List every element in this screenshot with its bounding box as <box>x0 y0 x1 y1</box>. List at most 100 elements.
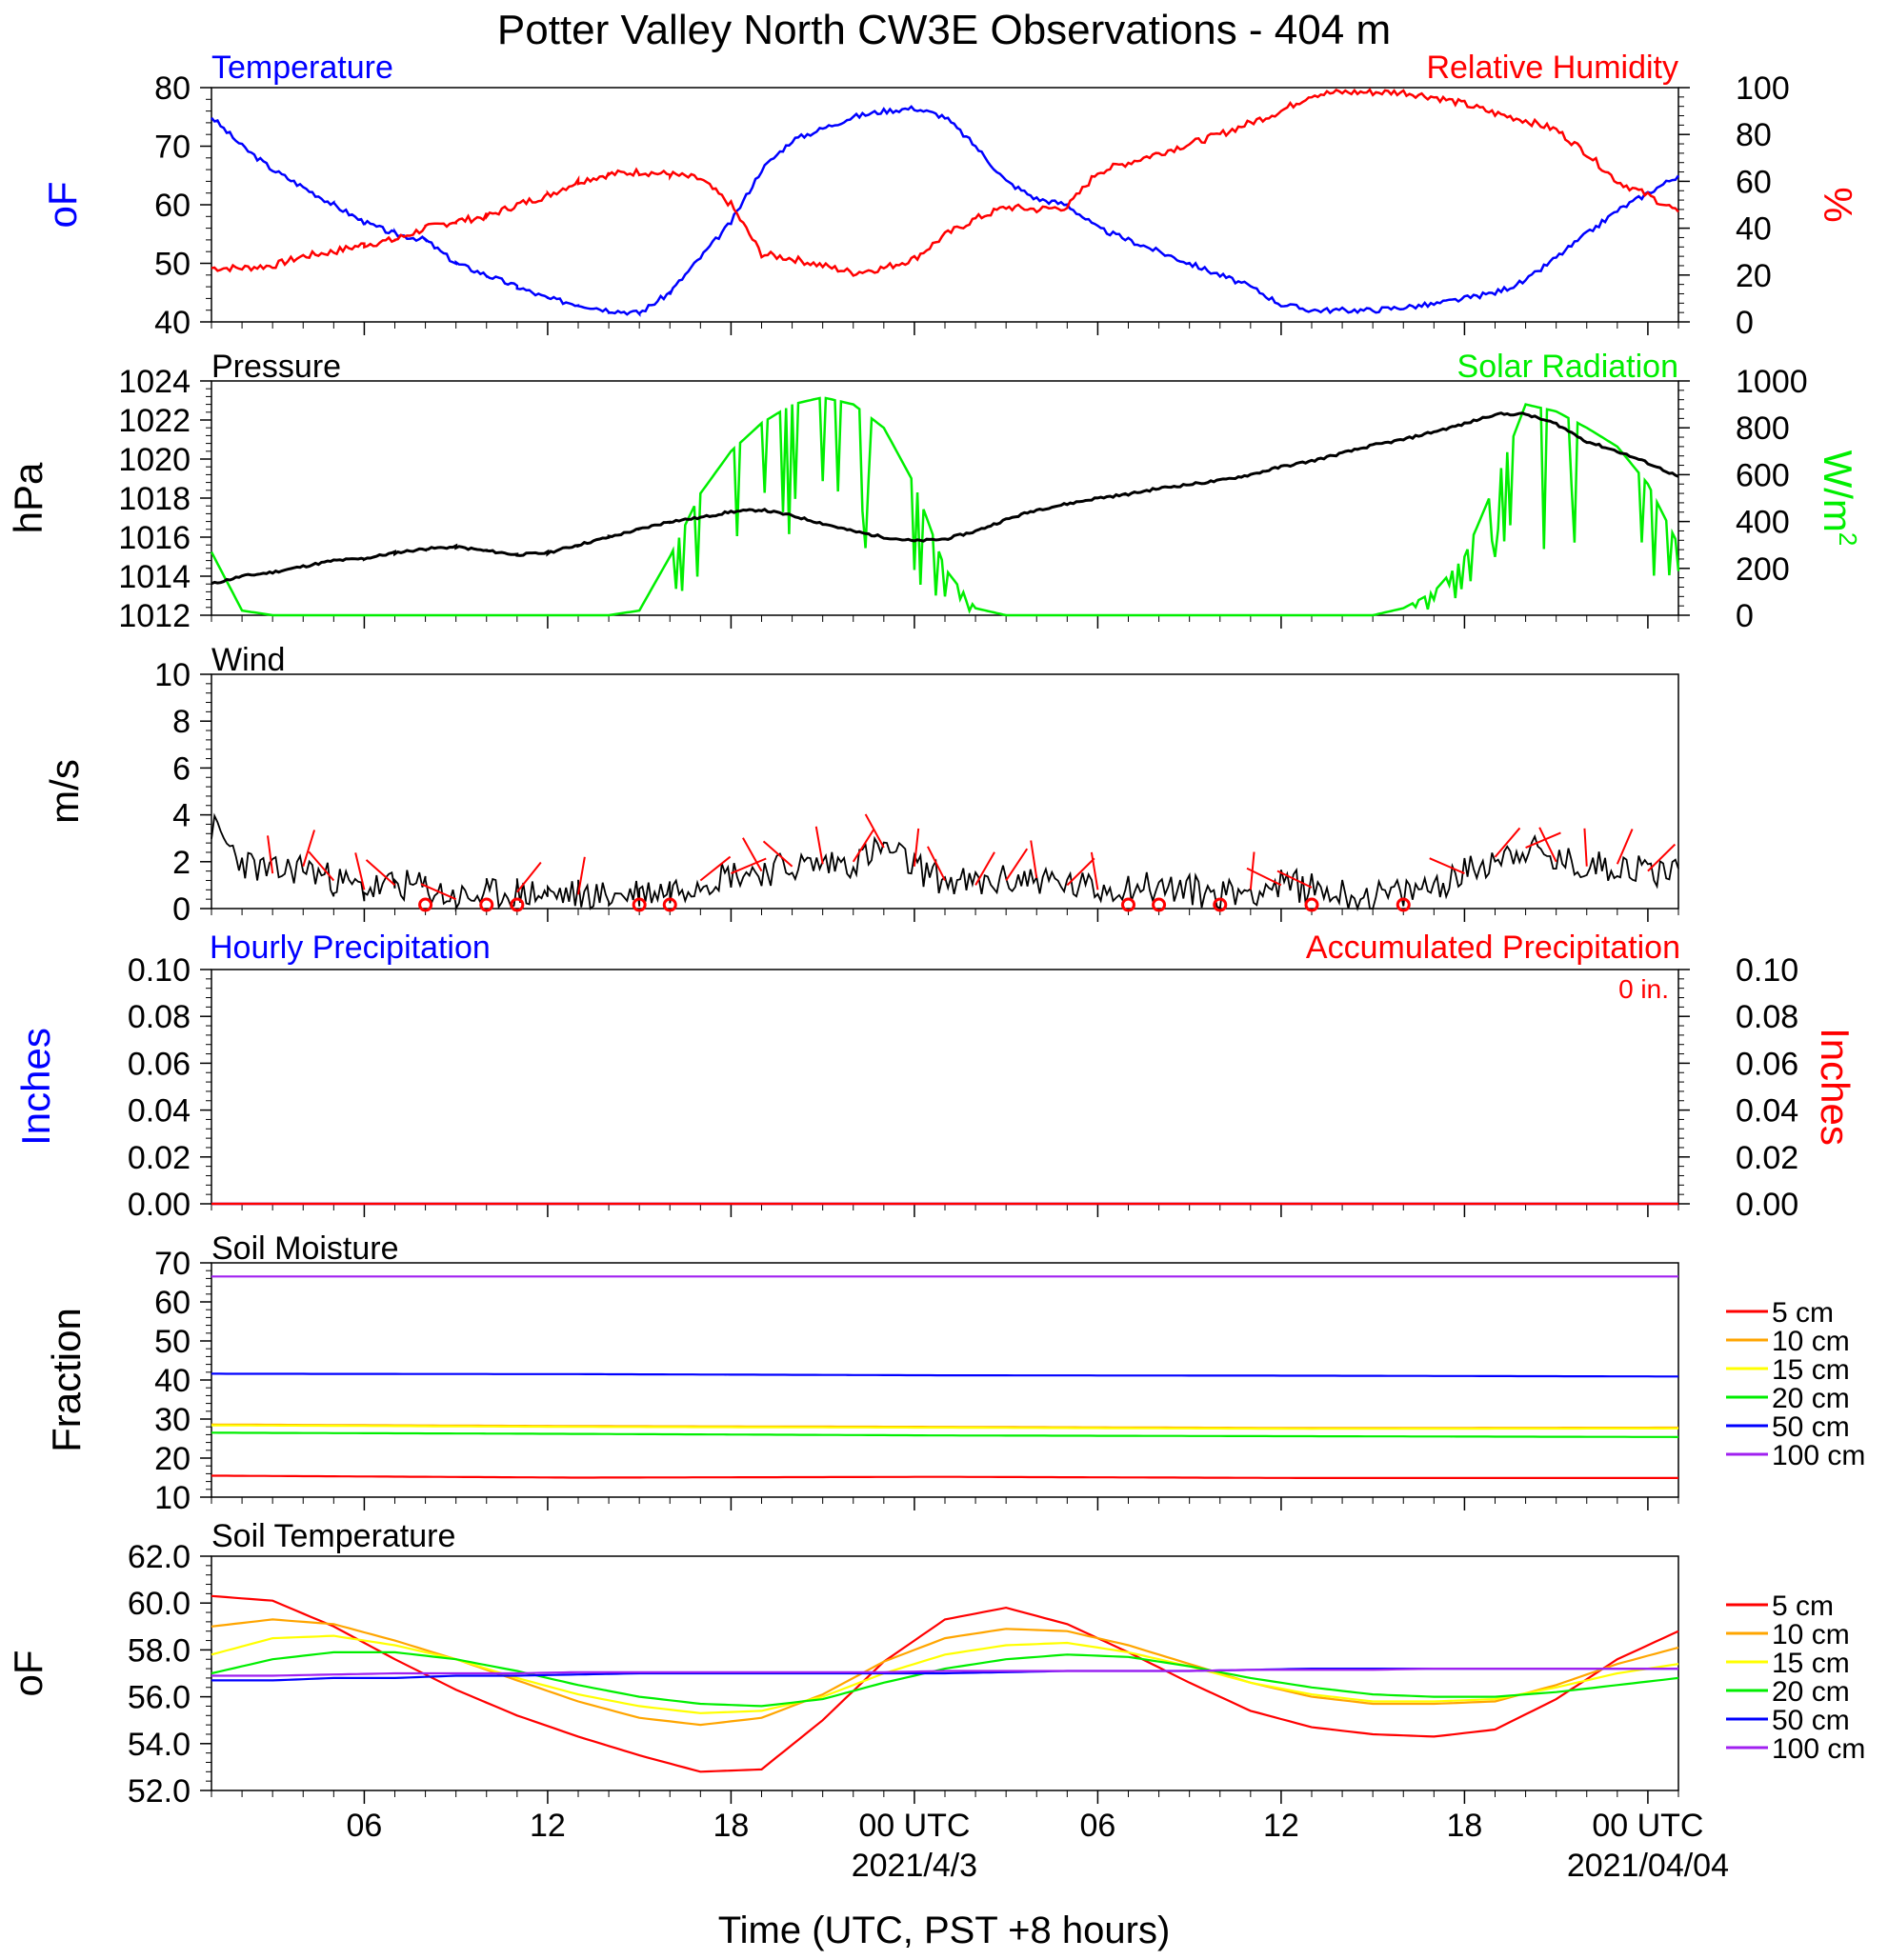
wind-barb <box>365 859 396 887</box>
wind-barb <box>302 830 316 868</box>
wind-barb <box>814 826 824 865</box>
pressure-axis-tick-label: 1020 <box>118 442 191 478</box>
x-axis-date-labels: 2021/4/3 2021/04/04 <box>852 1848 1729 1884</box>
wind-barb <box>308 850 335 882</box>
wind-barb <box>1494 827 1521 858</box>
wind-axis-ticks: 10 8 6 4 2 0 <box>154 657 211 928</box>
accum-precip-axis-tick-label: 0.02 <box>1736 1140 1798 1176</box>
accum-precip-axis-tick-label: 0.06 <box>1736 1046 1798 1082</box>
rh-axis-tick-label: 0 <box>1736 305 1754 341</box>
soil-temp-axis-tick-label: 56.0 <box>128 1680 191 1716</box>
solar-axis-tick-label: 600 <box>1736 457 1790 493</box>
calm-wind-circle <box>1304 897 1319 912</box>
wind-barb <box>1246 867 1282 887</box>
soil-moisture-axis-tick-label: 60 <box>154 1285 191 1321</box>
soil-moisture-legend-label: 20 cm <box>1772 1383 1850 1414</box>
hourly-precip-axis-tick-label: 0.00 <box>128 1187 191 1223</box>
rh-line <box>211 88 1679 277</box>
wind-barbs <box>267 813 1677 901</box>
calm-wind-circle <box>662 897 677 912</box>
pressure-axis-tick-label: 1014 <box>118 559 191 595</box>
hourly-precip-axis-ticks: 0.10 0.08 0.06 0.04 0.02 0.00 <box>128 952 211 1223</box>
soil-moisture-lines <box>211 1275 1679 1480</box>
hourly-precip-axis-tick-label: 0.06 <box>128 1046 191 1082</box>
calm-wind-circle <box>1396 897 1411 912</box>
solar-radiation-label: Solar Radiation <box>1457 349 1678 385</box>
calm-wind-markers <box>418 897 1411 912</box>
svg-text:W/m2: W/m2 <box>1816 450 1862 547</box>
temperature-label: Temperature <box>211 50 393 86</box>
calm-wind-circle <box>632 897 647 912</box>
accum-precip-label: Accumulated Precipitation <box>1306 930 1680 966</box>
soil-moisture-legend-label: 15 cm <box>1772 1354 1850 1386</box>
temp-unit-label: oF <box>40 181 85 228</box>
wind-axis-tick-label: 10 <box>154 657 191 693</box>
wind-barb <box>1276 870 1313 889</box>
solar-axis-tick-label: 200 <box>1736 551 1790 588</box>
calm-wind-circle <box>1152 897 1167 912</box>
rh-axis-tick-label: 20 <box>1736 258 1772 294</box>
wind-barb <box>742 837 763 872</box>
pressure-axis-tick-label: 1016 <box>118 520 191 556</box>
pressure-label: Pressure <box>211 349 341 385</box>
calm-wind-circle <box>418 897 433 912</box>
soil-moisture-legend-label: 50 cm <box>1772 1411 1850 1443</box>
soil-moisture-legend-label: 10 cm <box>1772 1326 1850 1357</box>
panel-precip: Hourly Precipitation Accumulated Precipi… <box>13 930 1858 1223</box>
rh-axis-ticks: 100 80 60 40 20 0 <box>1678 70 1790 341</box>
rh-axis-tick-label: 100 <box>1736 70 1790 107</box>
panel-soil-temp-x-ticks <box>211 1790 1679 1804</box>
x-tick-label: 12 <box>530 1808 566 1844</box>
wind-barb <box>267 835 274 874</box>
wind-barb <box>699 855 732 882</box>
panel-temp-rh-x-ticks <box>211 322 1679 335</box>
wind-barb <box>1583 828 1588 867</box>
soil-temp-legend-label: 15 cm <box>1772 1648 1850 1679</box>
solar-unit-label: W/m2 <box>1816 450 1862 547</box>
accum-precip-total: 0 in. <box>1618 974 1669 1004</box>
accum-precip-axis-tick-label: 0.08 <box>1736 999 1798 1035</box>
temp-axis-tick-label: 70 <box>154 130 191 166</box>
wind-axis-tick-label: 6 <box>172 750 191 787</box>
wind-barb <box>1429 857 1465 875</box>
rh-unit-label: % <box>1816 187 1860 222</box>
solar-axis-tick-label: 800 <box>1736 410 1790 447</box>
hourly-precip-axis-tick-label: 0.08 <box>128 999 191 1035</box>
soil-moisture-axis-tick-label: 10 <box>154 1480 191 1516</box>
wind-barb <box>420 883 457 901</box>
panel-soil-temp: Soil Temperature 62.0 60.0 58.0 56.0 54.0 52.… <box>6 1518 1865 1810</box>
calm-wind-circle <box>1213 897 1228 912</box>
wind-barb <box>913 828 920 867</box>
temperature-line <box>211 105 1680 317</box>
solar-unit-sup: 2 <box>1834 532 1862 546</box>
soil-moisture-axis-tick-label: 30 <box>154 1402 191 1438</box>
relative-humidity-label: Relative Humidity <box>1426 50 1678 86</box>
wind-barb <box>1090 851 1099 890</box>
pressure-axis-tick-label: 1012 <box>118 598 191 634</box>
soil-moisture-axis-tick-label: 70 <box>154 1246 191 1282</box>
soil-moisture-label: Soil Moisture <box>211 1230 399 1267</box>
soil-temp-lines <box>211 1594 1679 1773</box>
pressure-unit-label: hPa <box>6 462 50 533</box>
wind-barb <box>927 846 946 881</box>
temp-axis-tick-label: 40 <box>154 305 191 341</box>
wind-barb <box>1005 848 1029 882</box>
wind-barb <box>852 829 874 863</box>
soil-temp-label: Soil Temperature <box>211 1518 455 1554</box>
panel-wind-x-ticks <box>211 909 1679 922</box>
rh-axis-tick-label: 80 <box>1736 117 1772 153</box>
panel-wind: Wind 10 8 6 4 2 0 m/s <box>42 642 1679 928</box>
x-tick-label: 18 <box>713 1808 750 1844</box>
calm-wind-circle <box>1121 897 1135 912</box>
pressure-line <box>211 411 1679 586</box>
soil-temp-unit-label: oF <box>6 1650 50 1696</box>
solar-axis-ticks: 1000 800 600 400 200 0 <box>1678 364 1808 634</box>
accum-precip-unit-label: Inches <box>1813 1028 1858 1146</box>
soil-temp-legend-label: 20 cm <box>1772 1676 1850 1708</box>
soil-temp-axis-tick-label: 54.0 <box>128 1727 191 1763</box>
wind-barb <box>762 840 793 868</box>
soil-moisture-axis-tick-label: 50 <box>154 1324 191 1360</box>
